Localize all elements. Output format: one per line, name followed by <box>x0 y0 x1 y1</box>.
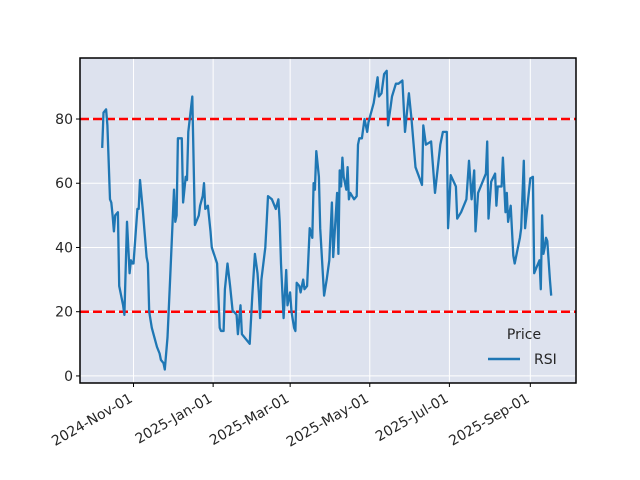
plot-background <box>80 58 576 383</box>
x-tick-label: 2025-Jul-01 <box>373 391 451 445</box>
x-tick-label: 2025-Mar-01 <box>207 391 292 449</box>
x-tick-label: 2025-Sep-01 <box>446 391 532 450</box>
legend: Price RSI <box>488 327 557 368</box>
reference-lines <box>80 117 576 313</box>
y-tick-label: 60 <box>55 176 73 192</box>
x-tick-label: 2025-Jan-01 <box>133 391 215 448</box>
series-layer <box>101 69 553 371</box>
y-tick-label: 20 <box>55 305 73 321</box>
x-tick-label: 2024-Nov-01 <box>49 391 135 450</box>
x-axis: 2024-Nov-012025-Jan-012025-Mar-012025-Ma… <box>49 383 532 451</box>
series-line-rsi <box>101 69 553 371</box>
y-axis: 0 20 40 60 80 <box>55 112 80 385</box>
y-tick-label: 40 <box>55 240 73 256</box>
plot-frame <box>79 57 577 384</box>
y-tick-label: 80 <box>55 112 73 128</box>
x-tick-label: 2025-May-01 <box>284 391 372 451</box>
legend-label-rsi: RSI <box>534 352 557 368</box>
y-tick-label: 0 <box>64 369 73 385</box>
legend-title: Price <box>507 327 541 343</box>
